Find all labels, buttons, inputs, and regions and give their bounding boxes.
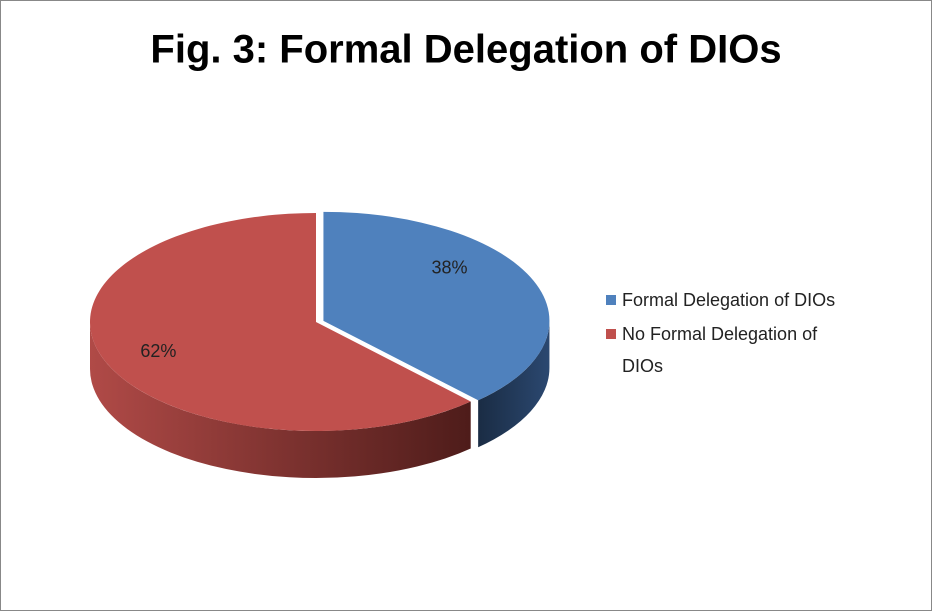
legend: Formal Delegation of DIOs No Formal Deleg… (606, 284, 838, 384)
pie: 38% 62% (89, 211, 550, 479)
legend-swatch (606, 295, 616, 305)
legend-item: Formal Delegation of DIOs (606, 284, 836, 316)
slice (89, 213, 471, 431)
legend-swatch (606, 329, 616, 339)
data-label: 62% (140, 341, 176, 361)
slice-side (478, 320, 550, 448)
legend-label: Formal Delegation of DIOs (622, 290, 836, 310)
data-label: 38% (432, 257, 468, 277)
slice (323, 211, 550, 401)
slice-side (90, 322, 471, 479)
legend-label: No Formal Delegation of DIOs (622, 324, 818, 376)
legend-item: No Formal Delegation of DIOs (606, 318, 836, 382)
chart-title: Fig. 3: Formal Delegation of DIOs (150, 28, 781, 72)
